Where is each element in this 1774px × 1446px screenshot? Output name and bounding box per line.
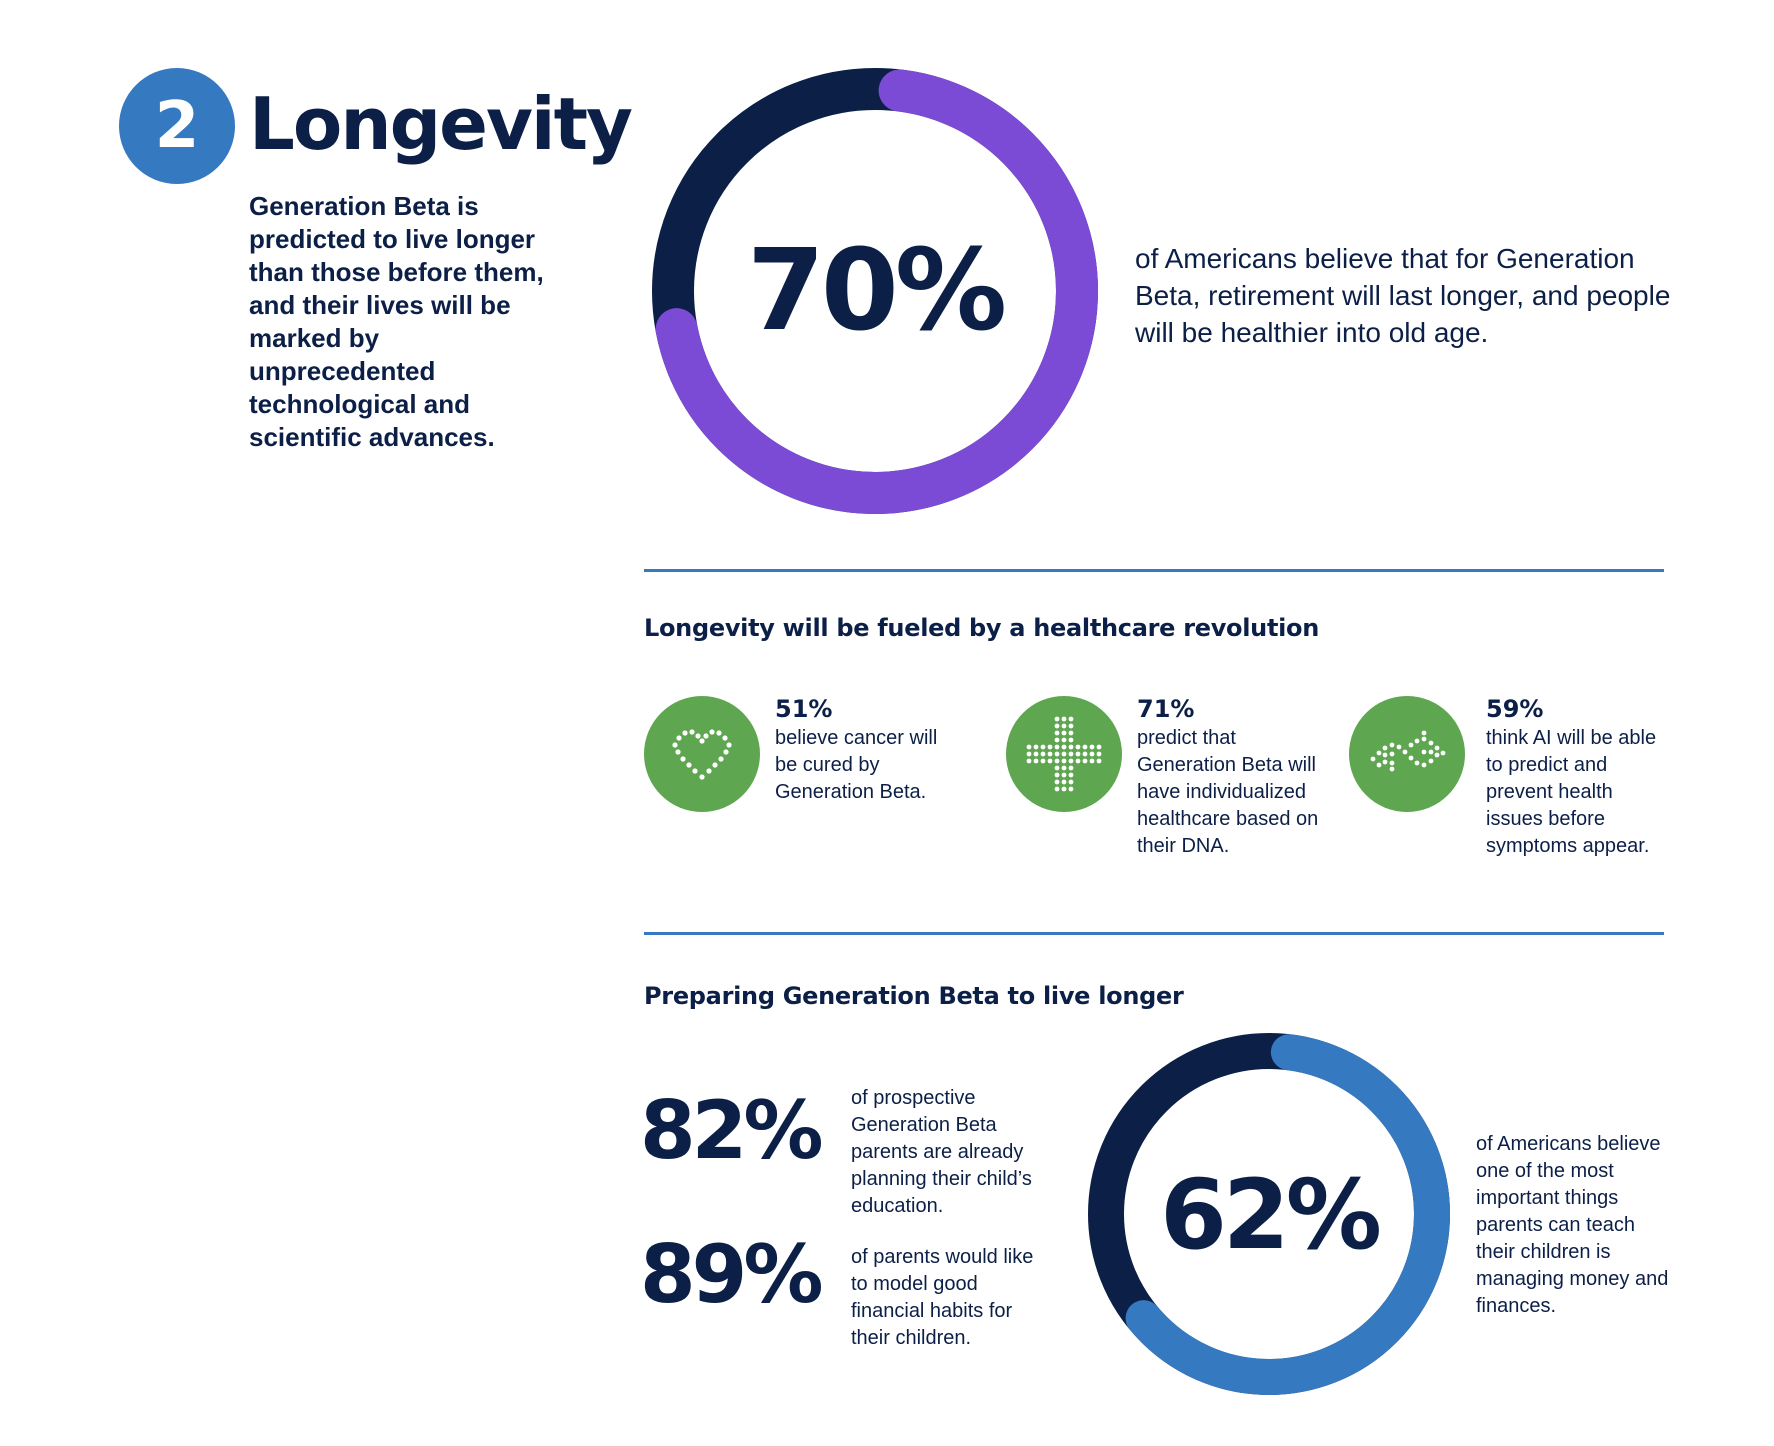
cross-dot xyxy=(1061,716,1067,722)
main-percent: 70% xyxy=(746,226,1007,356)
preparing-percent-2: 89% xyxy=(640,1228,823,1321)
main-stat-text: of Americans believe that for Generation… xyxy=(1135,243,1671,348)
dna-helix-icon-circle xyxy=(1349,696,1465,812)
medical-cross-icon xyxy=(1026,716,1102,792)
cross-dot xyxy=(1096,751,1102,757)
section-divider xyxy=(644,932,1664,935)
cross-dot xyxy=(1061,765,1067,771)
cross-dot xyxy=(1068,716,1074,722)
healthcare-text-2: predict that Generation Beta will have i… xyxy=(1137,727,1319,857)
cross-dot xyxy=(1061,730,1067,736)
cross-dot xyxy=(1040,751,1046,757)
cross-dot xyxy=(1061,758,1067,764)
preparing-text-2: of parents would like to model good fina… xyxy=(851,1246,1034,1349)
cross-dot xyxy=(1054,716,1060,722)
cross-dot xyxy=(1061,751,1067,757)
donut-fill xyxy=(652,68,1098,514)
healthcare-heading: Longevity will be fueled by a healthcare… xyxy=(644,614,1320,642)
cross-dot xyxy=(1061,779,1067,785)
cross-dot xyxy=(1054,758,1060,764)
cross-dot xyxy=(1054,723,1060,729)
section-number-badge: 2 xyxy=(119,68,235,184)
finances-percent: 62% xyxy=(1160,1159,1382,1271)
cross-dot xyxy=(1040,744,1046,750)
cross-dot xyxy=(1047,744,1053,750)
longevity-donut xyxy=(652,68,1098,514)
cross-dot xyxy=(1054,765,1060,771)
cross-dot xyxy=(1054,772,1060,778)
cross-dot xyxy=(1054,744,1060,750)
cross-dot xyxy=(1068,744,1074,750)
cross-dot xyxy=(1033,758,1039,764)
cross-dot xyxy=(1068,751,1074,757)
cross-dot xyxy=(1054,737,1060,743)
cross-dot xyxy=(1089,751,1095,757)
cross-dot xyxy=(1068,765,1074,771)
cross-dot xyxy=(1096,758,1102,764)
cross-dot xyxy=(1061,772,1067,778)
finances-text: of Americans believe one of the most imp… xyxy=(1476,1133,1669,1317)
cross-dot xyxy=(1089,744,1095,750)
finances-donut xyxy=(1088,1033,1450,1395)
preparing-percent-1: 82% xyxy=(640,1084,823,1177)
section-divider xyxy=(644,569,1664,572)
heart-icon-circle xyxy=(644,696,760,812)
dna-helix-icon xyxy=(1370,730,1446,772)
cross-dot xyxy=(1054,786,1060,792)
cross-dot xyxy=(1068,772,1074,778)
heart-icon xyxy=(672,729,732,780)
cross-dot xyxy=(1082,758,1088,764)
cross-dot xyxy=(1026,758,1032,764)
cross-dot xyxy=(1033,751,1039,757)
cross-dot xyxy=(1075,751,1081,757)
preparing-text-1: of prospective Generation Beta parents a… xyxy=(851,1087,1032,1217)
cross-dot xyxy=(1075,758,1081,764)
cross-dot xyxy=(1068,737,1074,743)
cross-dot xyxy=(1054,751,1060,757)
cross-dot xyxy=(1061,723,1067,729)
cross-dot xyxy=(1026,751,1032,757)
cross-dot xyxy=(1068,779,1074,785)
cross-dot xyxy=(1082,744,1088,750)
cross-dot xyxy=(1033,744,1039,750)
section-title: Longevity xyxy=(249,82,633,166)
cross-dot xyxy=(1068,723,1074,729)
cross-dot xyxy=(1054,779,1060,785)
cross-dot xyxy=(1082,751,1088,757)
intro-text: Generation Beta is predicted to live lon… xyxy=(249,191,544,452)
donut-fill xyxy=(1088,1033,1450,1395)
cross-dot xyxy=(1068,730,1074,736)
cross-dot xyxy=(1068,786,1074,792)
cross-dot xyxy=(1061,786,1067,792)
cross-dot xyxy=(1054,730,1060,736)
cross-dot xyxy=(1089,758,1095,764)
cross-dot xyxy=(1061,744,1067,750)
cross-dot xyxy=(1068,758,1074,764)
cross-dot xyxy=(1040,758,1046,764)
medical-cross-icon-circle xyxy=(1006,696,1122,812)
healthcare-percent-2: 71% xyxy=(1137,695,1195,723)
healthcare-text-3: think AI will be able to predict and pre… xyxy=(1486,727,1657,857)
cross-dot xyxy=(1026,744,1032,750)
preparing-heading: Preparing Generation Beta to live longer xyxy=(644,982,1184,1010)
cross-dot xyxy=(1096,744,1102,750)
healthcare-percent-3: 59% xyxy=(1486,695,1544,723)
cross-dot xyxy=(1075,744,1081,750)
section-number: 2 xyxy=(154,89,200,163)
cross-dot xyxy=(1047,758,1053,764)
cross-dot xyxy=(1047,751,1053,757)
healthcare-percent-1: 51% xyxy=(775,695,833,723)
healthcare-text-1: believe cancer will be cured by Generati… xyxy=(775,727,938,803)
cross-dot xyxy=(1061,737,1067,743)
